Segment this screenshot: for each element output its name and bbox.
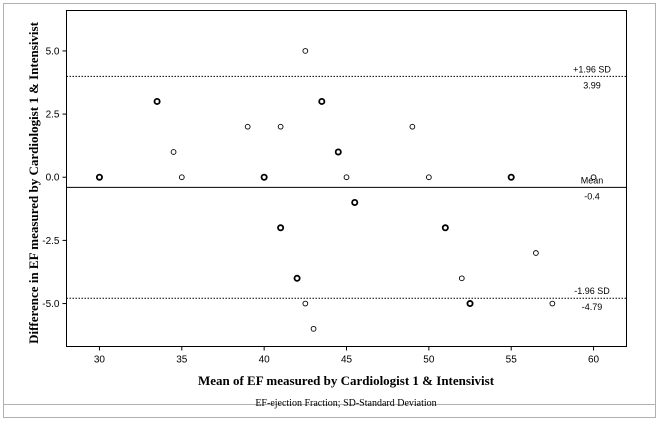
data-point xyxy=(277,224,285,232)
y-axis-title: Difference in EF measured by Cardiologis… xyxy=(26,21,41,344)
data-point xyxy=(590,174,597,181)
data-point xyxy=(170,149,177,155)
reference-line-value: -4.79 xyxy=(582,302,603,312)
x-axis-ticks: 30 35 40 45 50 55 60 xyxy=(94,346,600,366)
data-point xyxy=(334,148,342,156)
x-tick-label: 35 xyxy=(176,355,188,366)
data-point xyxy=(153,97,161,105)
data-point xyxy=(458,275,465,282)
x-tick-label: 45 xyxy=(341,355,353,366)
data-point xyxy=(351,198,359,206)
reference-line-name: -1.96 SD xyxy=(574,286,610,296)
reference-line-value: 3.99 xyxy=(583,80,601,90)
y-tick-label: 5.0 xyxy=(46,46,60,57)
data-point xyxy=(343,174,350,181)
data-point xyxy=(277,123,284,130)
reference-line-name: Mean xyxy=(581,175,604,185)
reference-line-name: +1.96 SD xyxy=(573,64,611,74)
data-point xyxy=(244,123,251,130)
y-tick-label: 2.5 xyxy=(46,110,60,121)
x-tick-label: 60 xyxy=(588,355,600,366)
data-point xyxy=(533,250,539,256)
reference-lines: +1.96 SD 3.99 Mean -0.4 -1.96 SD -4.79 xyxy=(66,64,627,312)
data-point xyxy=(310,325,317,332)
data-point xyxy=(302,300,309,307)
reference-line-value: -0.4 xyxy=(584,191,600,201)
data-point xyxy=(426,174,432,181)
y-tick-label: -5.0 xyxy=(42,299,60,310)
data-point xyxy=(507,173,515,181)
data-point xyxy=(293,274,301,282)
y-tick-label: 0.0 xyxy=(46,173,60,184)
data-point xyxy=(95,173,103,181)
data-point xyxy=(178,174,185,181)
x-tick-label: 40 xyxy=(259,355,271,366)
y-tick-label: -2.5 xyxy=(42,236,60,247)
data-point xyxy=(260,173,268,181)
data-points xyxy=(95,48,597,332)
data-point xyxy=(466,300,474,308)
x-tick-label: 50 xyxy=(423,355,435,366)
x-tick-label: 30 xyxy=(94,355,106,366)
data-point xyxy=(441,224,449,232)
figure-caption: EF-ejection Fraction; SD-Standard Deviat… xyxy=(255,398,436,409)
data-point xyxy=(302,48,309,54)
y-axis-ticks: 5.0 2.5 0.0 -2.5 -5.0 xyxy=(42,46,67,310)
x-tick-label: 55 xyxy=(506,355,518,366)
data-point xyxy=(549,300,556,307)
data-point xyxy=(318,97,326,105)
figure-frame xyxy=(3,3,656,418)
data-point xyxy=(409,123,416,130)
x-axis-title: Mean of EF measured by Cardiologist 1 & … xyxy=(198,373,495,388)
